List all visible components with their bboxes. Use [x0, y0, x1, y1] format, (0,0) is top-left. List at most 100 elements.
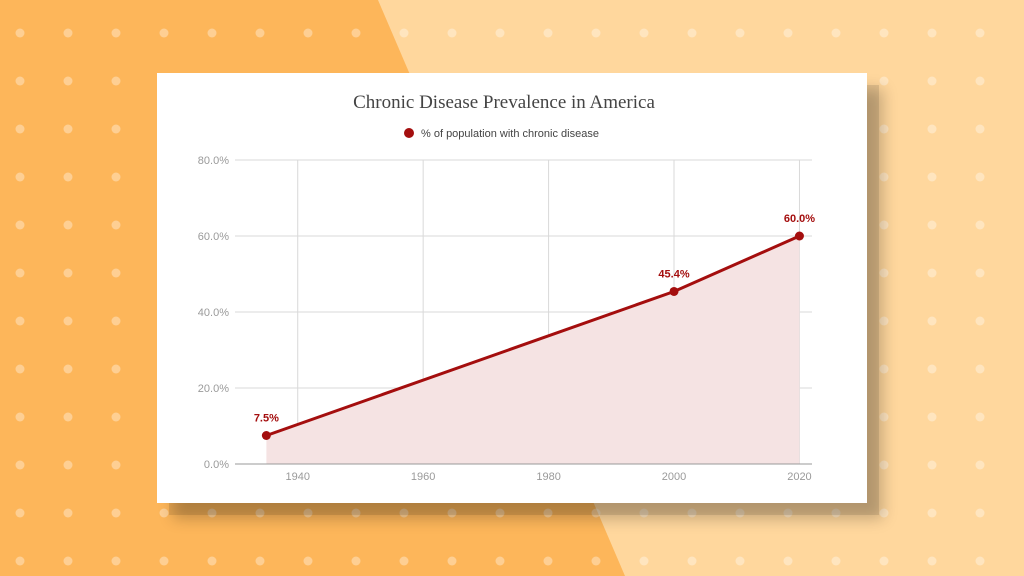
pattern-dot — [111, 364, 121, 374]
pattern-dot — [15, 412, 25, 422]
data-label: 60.0% — [784, 213, 815, 225]
pattern-dot — [735, 508, 745, 518]
pattern-dot — [639, 508, 649, 518]
pattern-dot — [63, 28, 73, 38]
legend: % of population with chronic disease — [404, 128, 599, 140]
pattern-dot — [399, 556, 409, 566]
pattern-dot — [351, 28, 361, 38]
pattern-dot — [255, 508, 265, 518]
pattern-dot — [63, 364, 73, 374]
pattern-dot — [879, 220, 889, 230]
pattern-dot — [927, 508, 937, 518]
pattern-dot — [399, 28, 409, 38]
pattern-dot — [207, 508, 217, 518]
pattern-dot — [879, 460, 889, 470]
pattern-dot — [495, 28, 505, 38]
pattern-dot — [831, 556, 841, 566]
pattern-dot — [879, 508, 889, 518]
y-tick-label: 80.0% — [198, 155, 229, 167]
pattern-dot — [351, 556, 361, 566]
pattern-dot — [927, 316, 937, 326]
pattern-dot — [63, 412, 73, 422]
data-label: 7.5% — [254, 413, 279, 425]
pattern-dot — [975, 124, 985, 134]
pattern-dot — [447, 28, 457, 38]
legend-label[interactable]: % of population with chronic disease — [421, 128, 599, 140]
pattern-dot — [879, 268, 889, 278]
pattern-dot — [63, 220, 73, 230]
pattern-dot — [63, 508, 73, 518]
pattern-dot — [927, 124, 937, 134]
pattern-dot — [495, 508, 505, 518]
pattern-dot — [15, 76, 25, 86]
pattern-dot — [975, 268, 985, 278]
pattern-dot — [207, 556, 217, 566]
legend-marker-icon — [404, 128, 414, 138]
pattern-dot — [591, 556, 601, 566]
pattern-dot — [351, 508, 361, 518]
pattern-dot — [15, 172, 25, 182]
pattern-dot — [63, 172, 73, 182]
pattern-dot — [399, 508, 409, 518]
x-tick-label: 1940 — [285, 471, 309, 483]
pattern-dot — [975, 220, 985, 230]
pattern-dot — [975, 460, 985, 470]
pattern-dot — [879, 316, 889, 326]
pattern-dot — [975, 172, 985, 182]
pattern-dot — [591, 28, 601, 38]
pattern-dot — [879, 76, 889, 86]
pattern-dot — [975, 364, 985, 374]
pattern-dot — [927, 460, 937, 470]
pattern-dot — [111, 316, 121, 326]
pattern-dot — [111, 460, 121, 470]
pattern-dot — [15, 508, 25, 518]
pattern-dot — [63, 268, 73, 278]
pattern-dot — [879, 364, 889, 374]
data-points — [261, 231, 804, 440]
x-tick-label: 1980 — [536, 471, 560, 483]
pattern-dot — [15, 124, 25, 134]
pattern-dot — [303, 508, 313, 518]
pattern-dot — [927, 556, 937, 566]
pattern-dot — [15, 220, 25, 230]
pattern-dot — [111, 412, 121, 422]
pattern-dot — [303, 556, 313, 566]
data-point[interactable] — [261, 431, 271, 440]
pattern-dot — [879, 412, 889, 422]
pattern-dot — [975, 316, 985, 326]
pattern-dot — [927, 76, 937, 86]
data-point[interactable] — [669, 286, 679, 296]
pattern-dot — [447, 508, 457, 518]
pattern-dot — [159, 508, 169, 518]
pattern-dot — [687, 28, 697, 38]
pattern-dot — [927, 220, 937, 230]
pattern-dot — [15, 364, 25, 374]
pattern-dot — [927, 268, 937, 278]
pattern-dot — [63, 76, 73, 86]
pattern-dot — [255, 28, 265, 38]
pattern-dot — [63, 124, 73, 134]
chart-title: Chronic Disease Prevalence in America — [353, 92, 655, 113]
data-point[interactable] — [794, 231, 804, 241]
pattern-dot — [15, 316, 25, 326]
pattern-dot — [543, 556, 553, 566]
pattern-dot — [927, 364, 937, 374]
pattern-dot — [255, 556, 265, 566]
pattern-dot — [879, 172, 889, 182]
pattern-dot — [783, 556, 793, 566]
x-tick-label: 2020 — [787, 471, 811, 483]
pattern-dot — [639, 556, 649, 566]
pattern-dot — [159, 556, 169, 566]
pattern-dot — [735, 28, 745, 38]
line-chart: Chronic Disease Prevalence in America % … — [198, 92, 815, 483]
pattern-dot — [783, 28, 793, 38]
pattern-dot — [687, 508, 697, 518]
pattern-dot — [111, 28, 121, 38]
y-tick-label: 0.0% — [204, 459, 229, 471]
x-axis: 1940 1960 1980 2000 2020 — [285, 471, 811, 483]
pattern-dot — [15, 460, 25, 470]
pattern-dot — [879, 124, 889, 134]
pattern-dot — [63, 316, 73, 326]
pattern-dot — [735, 556, 745, 566]
pattern-dot — [159, 28, 169, 38]
